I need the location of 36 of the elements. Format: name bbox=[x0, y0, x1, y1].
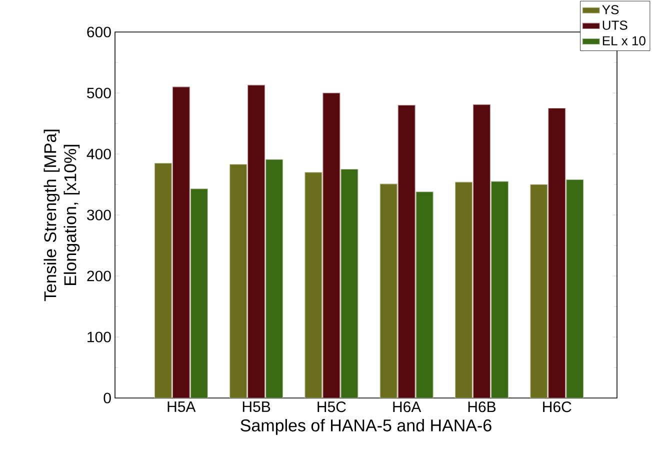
legend-label: YS bbox=[602, 5, 619, 14]
bar bbox=[472, 104, 491, 398]
x-tick-label: H5A bbox=[168, 402, 196, 412]
x-tick-label: H5B bbox=[242, 402, 270, 412]
bar bbox=[265, 159, 284, 398]
legend-label: EL x 10 bbox=[602, 36, 646, 46]
bar bbox=[154, 162, 172, 398]
y-tick-label: 100 bbox=[88, 332, 111, 342]
y-tick-label: 600 bbox=[87, 26, 111, 38]
x-tick-label: H6A bbox=[393, 402, 422, 412]
bar bbox=[304, 172, 322, 398]
bar bbox=[548, 108, 566, 398]
bar bbox=[566, 179, 584, 398]
y-tick-label: 200 bbox=[87, 270, 111, 282]
x-axis-title: Samples of HANA-5 and HANA-6 bbox=[240, 418, 492, 435]
y-tick-label: 300 bbox=[87, 210, 111, 220]
bar bbox=[190, 188, 208, 398]
bar bbox=[322, 92, 340, 398]
bar bbox=[490, 181, 509, 398]
y-tick-label: 0 bbox=[104, 392, 111, 404]
y-axis-title: Tensile Strength [MPa] Elongation, [x10%] bbox=[44, 130, 80, 302]
bar bbox=[416, 192, 434, 398]
bar bbox=[229, 164, 248, 398]
bar bbox=[172, 86, 190, 398]
bar bbox=[398, 104, 416, 398]
y-tick-label: 500 bbox=[87, 88, 111, 98]
bar bbox=[380, 184, 398, 398]
legend-label: UTS bbox=[602, 20, 628, 30]
x-tick-label: H6C bbox=[543, 402, 572, 412]
x-tick-label: H5C bbox=[318, 402, 346, 412]
x-tick-label: H6B bbox=[468, 402, 496, 412]
bar bbox=[247, 84, 266, 398]
bar bbox=[340, 168, 358, 398]
y-tick-label: 400 bbox=[86, 148, 111, 160]
bar bbox=[530, 184, 548, 398]
bar bbox=[454, 182, 473, 398]
